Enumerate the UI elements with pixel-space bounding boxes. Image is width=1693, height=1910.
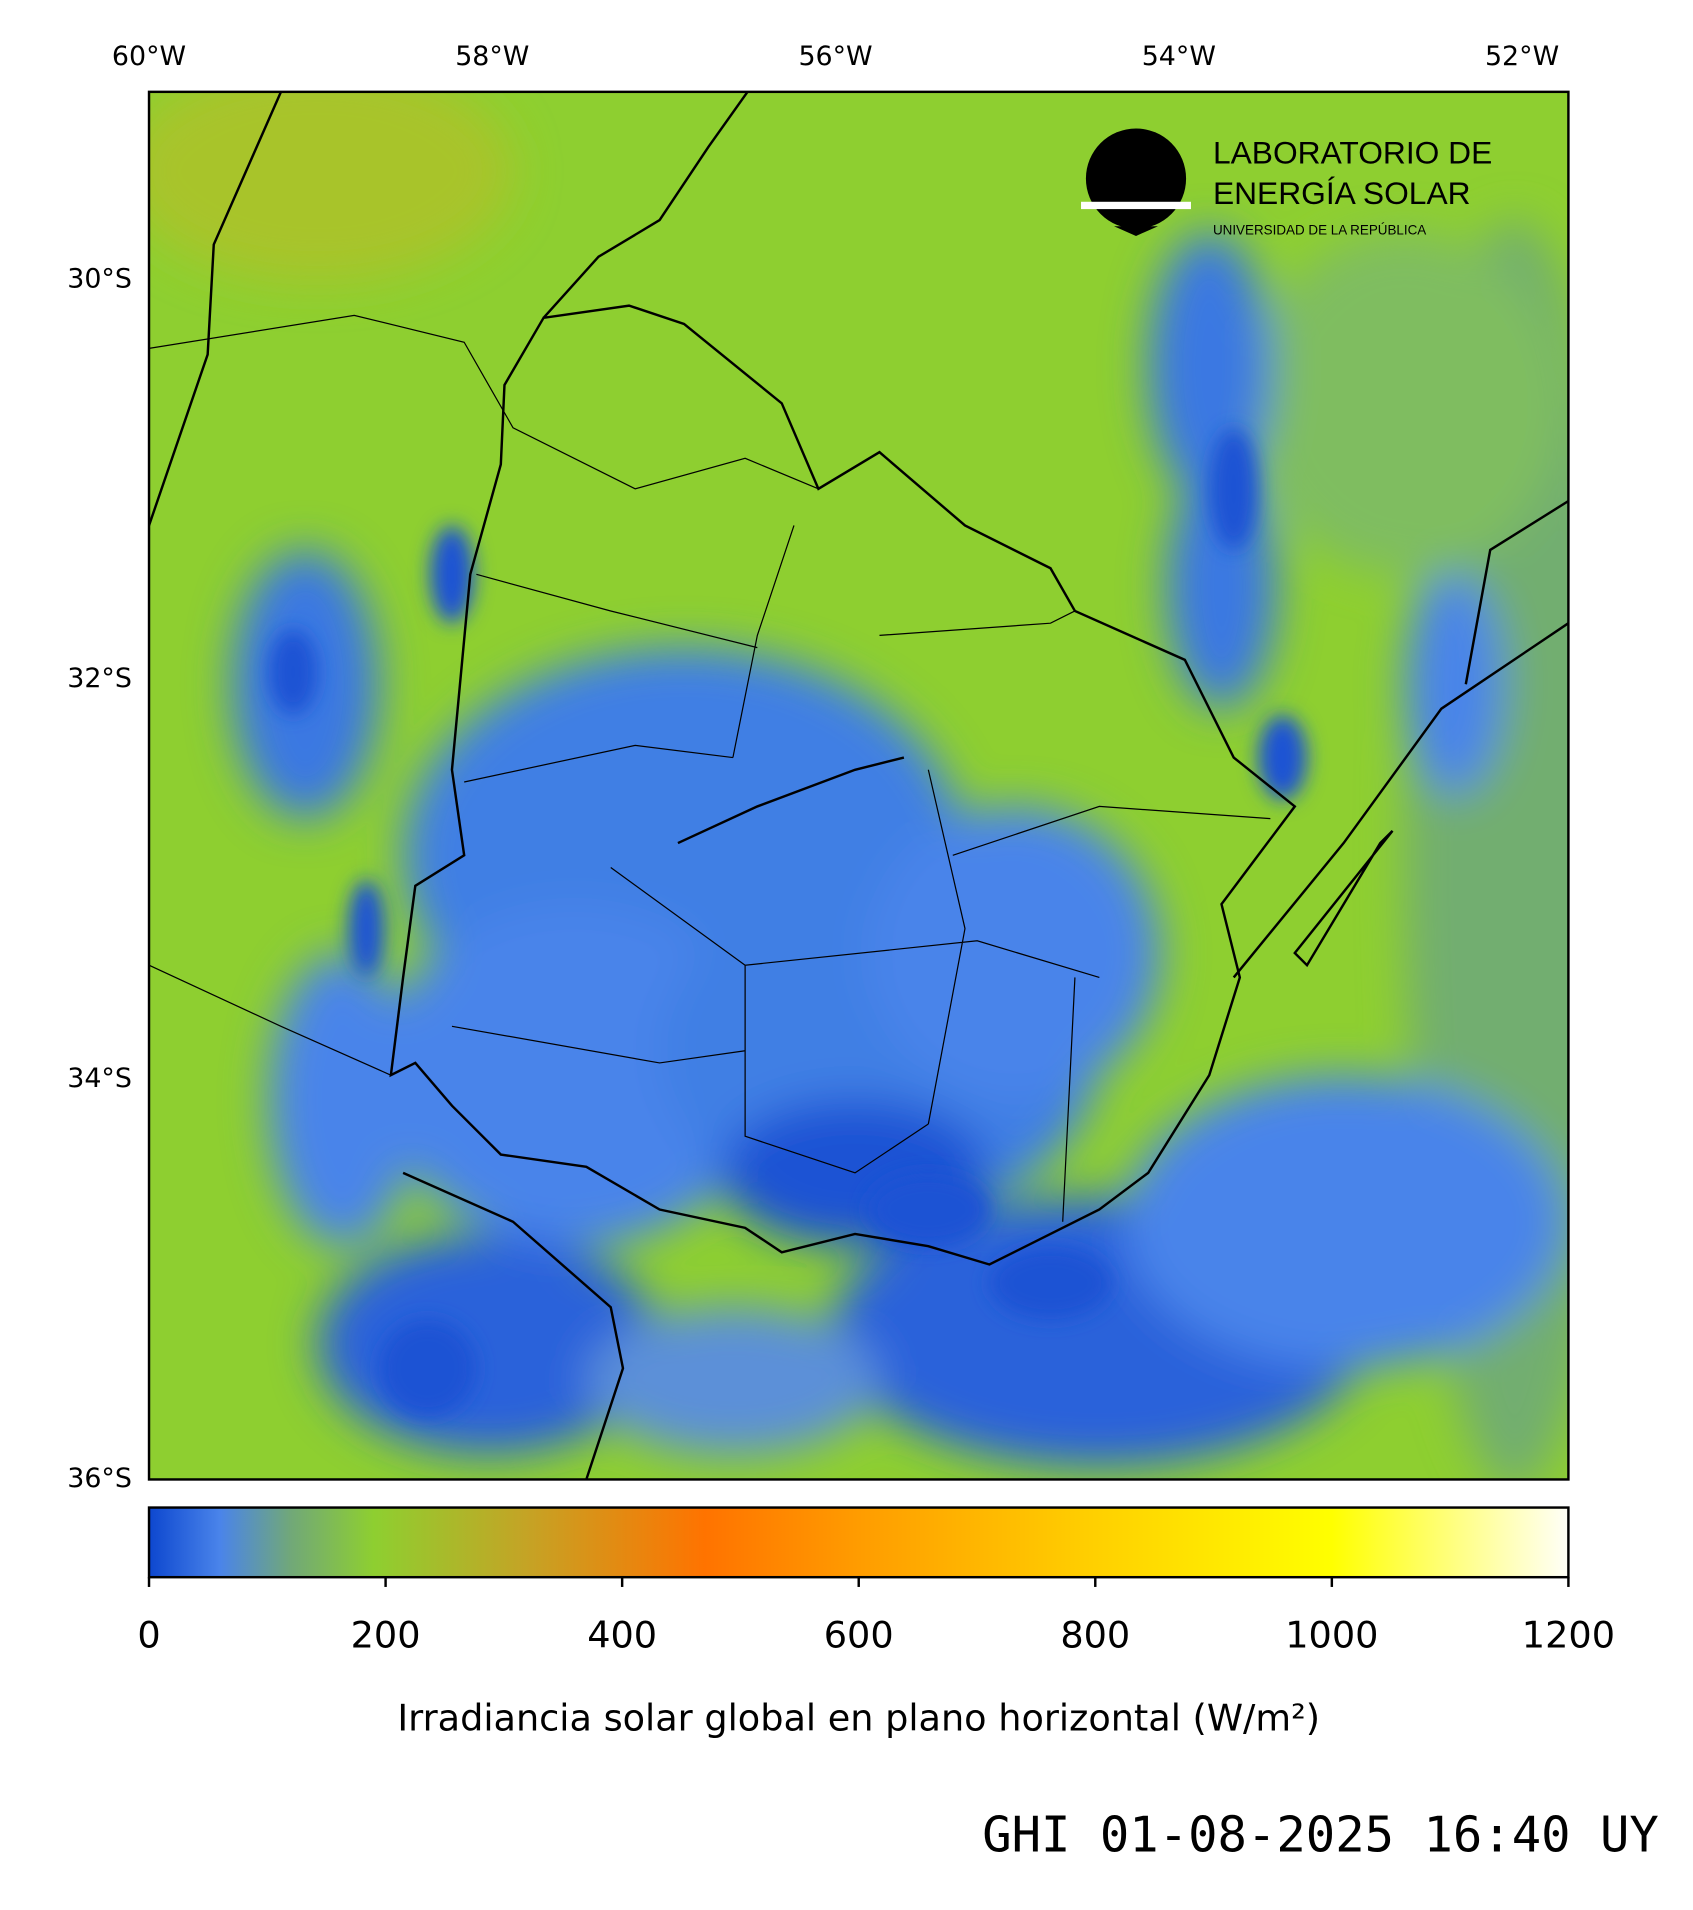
map-frame: [147, 90, 1570, 1481]
colorbar: [147, 1506, 1570, 1579]
colorbar-tick-label: 200: [351, 1614, 421, 1657]
colorbar-tick-label: 1200: [1522, 1614, 1615, 1657]
lat-tick-label: 36°S: [67, 1463, 132, 1494]
logo-line-3: UNIVERSIDAD DE LA REPÚBLICA: [1213, 223, 1426, 238]
irradiance-field: [149, 91, 1569, 1480]
logo-reflection: [1114, 226, 1158, 236]
colorbar-tick-label: 400: [587, 1614, 657, 1657]
colorbar-tick-label: 600: [824, 1614, 894, 1657]
logo-band: [1081, 201, 1191, 210]
logo-line-2: ENERGÍA SOLAR: [1213, 175, 1471, 211]
colorbar-tick-label: 800: [1060, 1614, 1130, 1657]
lon-tick-label: 56°W: [798, 41, 872, 72]
logo-sun: [1085, 128, 1187, 229]
lon-tick-label: 52°W: [1485, 41, 1559, 72]
lat-tick-label: 30°S: [67, 263, 132, 294]
lon-tick-label: 54°W: [1142, 41, 1216, 72]
boundaries: [149, 91, 1569, 1480]
logo: LABORATORIO DE ENERGÍA SOLAR UNIVERSIDAD…: [1081, 128, 1492, 238]
colorbar-label: Irradiancia solar global en plano horizo…: [397, 1697, 1320, 1740]
lon-tick-label: 60°W: [112, 41, 186, 72]
lat-tick-label: 32°S: [67, 663, 132, 694]
timestamp: GHI 01-08-2025 16:40 UY: [982, 1807, 1659, 1864]
lat-tick-label: 34°S: [67, 1063, 132, 1094]
colorbar-tick-label: 0: [137, 1614, 160, 1657]
lon-tick-label: 58°W: [455, 41, 529, 72]
colorbar-tick-label: 1000: [1285, 1614, 1378, 1657]
logo-line-1: LABORATORIO DE: [1213, 135, 1492, 171]
